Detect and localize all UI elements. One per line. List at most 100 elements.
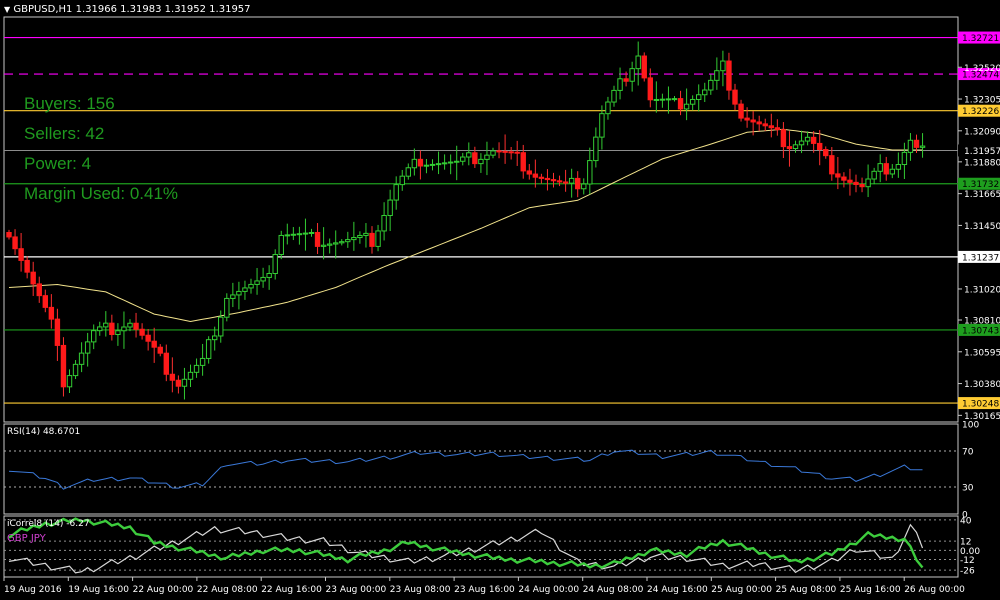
candle-bull bbox=[895, 164, 902, 170]
power-label: Power: 4 bbox=[24, 154, 92, 173]
candle-bear bbox=[514, 151, 520, 154]
candle-bear bbox=[817, 142, 823, 151]
level-price-label: 1.31732 bbox=[962, 180, 999, 190]
candle-bull bbox=[181, 378, 188, 387]
candle-bull bbox=[375, 230, 381, 247]
candle-bull bbox=[296, 233, 303, 236]
candle-bear bbox=[369, 232, 375, 247]
candle-bull bbox=[423, 164, 430, 167]
candle-bull bbox=[460, 156, 466, 162]
candle-bull bbox=[435, 163, 442, 166]
candle-bear bbox=[30, 271, 36, 285]
level-price-tag bbox=[958, 397, 1000, 410]
rsi-axis-label: 100 bbox=[962, 421, 979, 431]
candle-bear bbox=[774, 127, 781, 131]
level-price-tag bbox=[958, 177, 1000, 190]
price-tick-label: 1.32090 bbox=[964, 127, 1000, 137]
candle-bull bbox=[671, 98, 678, 101]
candle-bear bbox=[823, 149, 829, 157]
candle-bear bbox=[762, 123, 768, 127]
candle-bull bbox=[901, 151, 908, 166]
candle-bull bbox=[248, 283, 254, 289]
candle-bear bbox=[550, 179, 557, 182]
time-tick-label: 19 Aug 16:00 bbox=[68, 585, 129, 595]
candle-bull bbox=[236, 290, 242, 296]
price-tick-label: 1.30810 bbox=[964, 317, 1000, 327]
time-axis[interactable]: 19 Aug 2016 19 Aug 16:00 22 Aug 00:00 22 Au… bbox=[3, 577, 965, 595]
candle-bear bbox=[641, 55, 647, 79]
candle-bull bbox=[405, 167, 412, 177]
moving-average-line bbox=[8, 128, 923, 323]
candle-bull bbox=[97, 326, 103, 332]
candle-bull bbox=[193, 364, 200, 373]
chart-menu-triangle-icon[interactable]: ▼ bbox=[4, 5, 11, 14]
candle-bear bbox=[750, 119, 756, 123]
time-tick-label: 23 Aug 16:00 bbox=[454, 585, 515, 595]
correl-axis-label: 0.00 bbox=[960, 547, 980, 557]
candle-bear bbox=[829, 155, 835, 175]
time-tick-label: 25 Aug 00:00 bbox=[711, 585, 772, 595]
candle-bear bbox=[133, 322, 139, 330]
price-axis[interactable]: 1.32520 1.32305 1.32090 1.31880 1.31665 1.314… bbox=[958, 64, 1000, 422]
candle-bear bbox=[562, 181, 569, 184]
candle-bull bbox=[702, 89, 708, 96]
candle-bear bbox=[556, 180, 563, 183]
time-tick-label: 22 Aug 00:00 bbox=[133, 585, 194, 595]
candle-bear bbox=[169, 373, 176, 381]
main-price-panel[interactable] bbox=[3, 16, 959, 423]
candle-bear bbox=[532, 173, 539, 178]
time-tick-label: 22 Aug 08:00 bbox=[197, 585, 258, 595]
candle-bull bbox=[387, 199, 393, 217]
candle-bear bbox=[496, 150, 502, 153]
candle-bull bbox=[889, 168, 895, 175]
price-tick-label: 1.32520 bbox=[964, 64, 1000, 74]
candle-bear bbox=[145, 334, 151, 342]
rsi-title: RSI(14) 48.6701 bbox=[7, 427, 80, 437]
candle-bear bbox=[175, 379, 182, 387]
candle-bear bbox=[502, 150, 508, 153]
correl-axis-label: 40 bbox=[960, 516, 972, 526]
candle-bear bbox=[36, 283, 42, 297]
candle-bull bbox=[212, 335, 218, 341]
candle-bull bbox=[429, 163, 436, 166]
candle-bull bbox=[72, 363, 79, 377]
correlation-panel[interactable]: iCorrel8 (14) -6.27 GBP JPY 40 120.00-12-26 bbox=[3, 515, 980, 578]
correl-title: iCorrel8 (14) -6.27 bbox=[7, 519, 90, 529]
candle-bull bbox=[411, 158, 418, 169]
candle-bull bbox=[871, 170, 877, 180]
candle-bull bbox=[278, 234, 284, 255]
sellers-label: Sellers: 42 bbox=[24, 124, 105, 143]
time-tick-label: 19 Aug 2016 bbox=[4, 585, 62, 595]
level-price-label: 1.32721 bbox=[962, 34, 999, 44]
candle-bull bbox=[696, 94, 702, 100]
price-tick-label: 1.30165 bbox=[964, 412, 1000, 422]
candle-bear bbox=[575, 177, 581, 190]
candle-bull bbox=[339, 241, 345, 244]
correl-axis-label: 12 bbox=[960, 538, 971, 548]
candle-bull bbox=[720, 60, 726, 72]
candle-bull bbox=[121, 326, 127, 332]
candle-bull bbox=[629, 68, 635, 82]
candle-bull bbox=[345, 239, 351, 243]
time-tick-label: 26 Aug 00:00 bbox=[904, 585, 965, 595]
candle-bull bbox=[230, 294, 236, 299]
candle-bull bbox=[254, 280, 260, 285]
candle-bull bbox=[568, 177, 575, 184]
rsi-panel[interactable]: RSI(14) 48.6701 100 70 30 0 bbox=[3, 421, 979, 521]
candle-bull bbox=[877, 163, 883, 172]
correl-axis-label: -26 bbox=[960, 567, 975, 577]
horizontal-levels[interactable]: 1.32721 1.32474 1.32226 1.31732 1.31237 1.307… bbox=[4, 31, 1000, 410]
candle-bull bbox=[266, 273, 272, 278]
current-price-label: 1.31957 bbox=[964, 147, 1000, 157]
symbol-header: ▼ GBPUSD,H1 1.31966 1.31983 1.31952 1.31… bbox=[4, 4, 251, 15]
level-price-label: 1.32226 bbox=[962, 107, 999, 117]
candle-bear bbox=[526, 170, 532, 175]
candle-bull bbox=[260, 276, 266, 282]
candle-bear bbox=[151, 340, 157, 348]
candle-bear bbox=[726, 60, 732, 91]
candle-bear bbox=[6, 232, 12, 238]
candle-bear bbox=[768, 125, 774, 129]
candle-bull bbox=[84, 341, 91, 354]
candle-bull bbox=[708, 79, 714, 91]
